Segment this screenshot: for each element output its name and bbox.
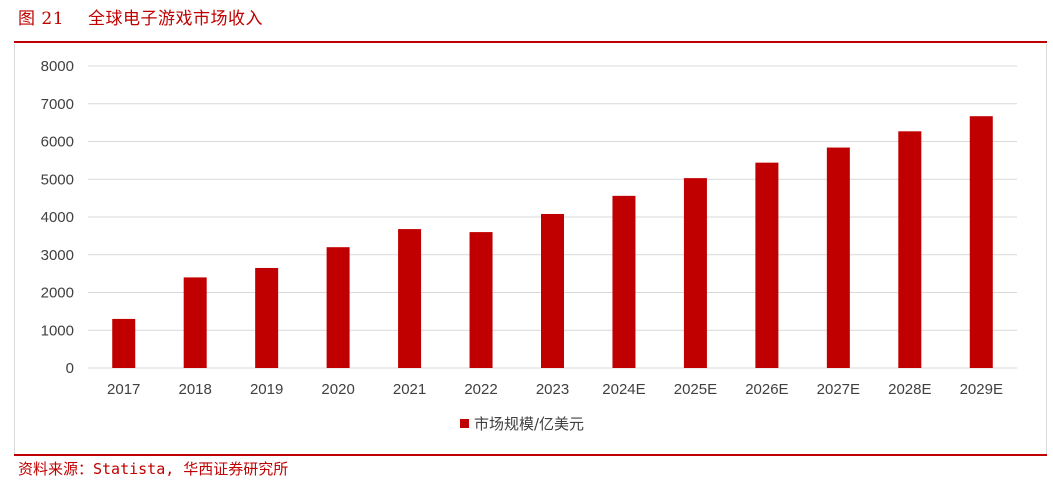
bar-2018 — [183, 277, 207, 368]
x-tick-label: 2017 — [107, 381, 140, 398]
y-tick-label: 1000 — [41, 322, 74, 339]
legend-swatch — [460, 419, 469, 428]
figure-number: 图 21 — [18, 9, 65, 29]
bar-2021 — [398, 229, 422, 368]
x-axis-ticks: 2017 2018 2019 2020 2021 2022 2023 2024E 2025E 20… — [107, 381, 1003, 398]
x-tick-label: 2025E — [674, 381, 717, 398]
bars — [112, 116, 993, 369]
x-tick-label: 2028E — [888, 381, 931, 398]
bar-2025E — [683, 178, 707, 368]
source-note: 资料来源：Statista, 华西证券研究所 — [18, 460, 289, 478]
bar-2029E — [969, 116, 993, 369]
x-tick-label: 2019 — [250, 381, 283, 398]
y-axis-ticks: 0 1000 2000 3000 4000 5000 6000 7000 8000 — [41, 58, 74, 377]
x-tick-label: 2027E — [817, 381, 860, 398]
bar-2022 — [469, 232, 493, 368]
x-tick-label: 2023 — [536, 381, 569, 398]
x-tick-label: 2024E — [602, 381, 645, 398]
y-tick-label: 0 — [66, 360, 74, 377]
x-tick-label: 2020 — [321, 381, 354, 398]
gridlines — [88, 65, 1017, 369]
legend-label: 市场规模/亿美元 — [474, 415, 584, 433]
y-tick-label: 2000 — [41, 285, 74, 302]
y-tick-label: 6000 — [41, 134, 74, 151]
bar-2024E — [612, 195, 636, 368]
bar-2026E — [755, 162, 779, 368]
bar-2017 — [112, 318, 136, 368]
chart-frame — [14, 44, 1047, 454]
bottom-rule — [14, 454, 1047, 456]
x-tick-label: 2029E — [960, 381, 1003, 398]
bar-2019 — [255, 267, 279, 368]
y-tick-label: 8000 — [41, 58, 74, 75]
x-tick-label: 2018 — [179, 381, 212, 398]
top-rule — [14, 41, 1047, 43]
x-tick-label: 2021 — [393, 381, 426, 398]
bar-2028E — [898, 131, 922, 368]
x-tick-label: 2022 — [464, 381, 497, 398]
x-tick-label: 2026E — [745, 381, 788, 398]
figure-caption: 全球电子游戏市场收入 — [88, 9, 264, 29]
y-tick-label: 3000 — [41, 247, 74, 264]
y-tick-label: 7000 — [41, 96, 74, 113]
y-tick-label: 5000 — [41, 171, 74, 188]
legend: 市场规模/亿美元 — [460, 415, 584, 433]
figure-title: 图 21 全球电子游戏市场收入 — [18, 4, 263, 29]
y-tick-label: 4000 — [41, 209, 74, 226]
bar-2023 — [541, 213, 564, 368]
bar-2027E — [826, 147, 850, 368]
bar-2020 — [326, 247, 350, 368]
